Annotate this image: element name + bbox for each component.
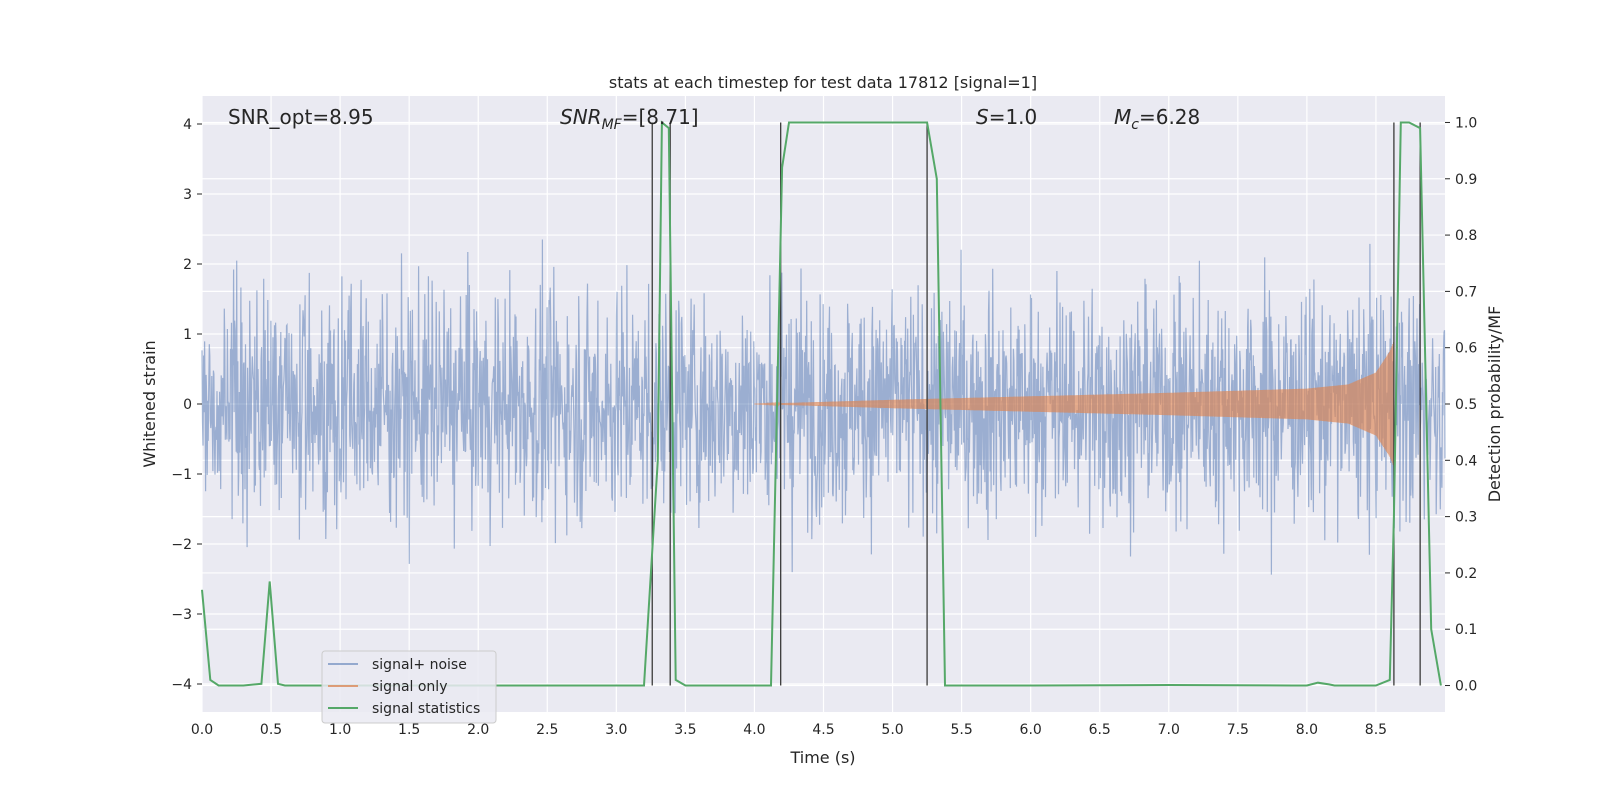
x-tick-label: 4.0 bbox=[743, 722, 765, 738]
x-tick-label: 0.0 bbox=[191, 722, 213, 738]
x-tick-label: 2.0 bbox=[467, 722, 489, 738]
y-tick-label: 1 bbox=[183, 327, 192, 343]
series-signal-statistics bbox=[201, 120, 1442, 687]
annotation-mc-sub: c bbox=[1131, 117, 1139, 133]
annotation-s-var: S bbox=[976, 105, 989, 129]
x-tick-label: 7.0 bbox=[1158, 722, 1180, 738]
x-tick-label: 0.5 bbox=[260, 722, 282, 738]
y2-tick-label: 0.1 bbox=[1455, 622, 1477, 638]
series-signal-only bbox=[754, 341, 1395, 468]
annotation-snr-mf: SNRMF=[8.71] bbox=[560, 105, 699, 133]
x-axis-label: Time (s) bbox=[789, 748, 855, 767]
y-tick-label: −2 bbox=[171, 537, 192, 553]
y2-axis-label: Detection probability/MF bbox=[1485, 306, 1504, 503]
statistics-line bbox=[201, 120, 1442, 687]
y2-tick-label: 0.7 bbox=[1455, 284, 1477, 300]
y2-tick-label: 0.9 bbox=[1455, 172, 1477, 188]
annotation-snr-mf-value: =[8.71] bbox=[622, 105, 699, 129]
x-tick-label: 1.5 bbox=[398, 722, 420, 738]
x-tick-label: 4.5 bbox=[812, 722, 834, 738]
annotation-s: S=1.0 bbox=[976, 105, 1037, 129]
y-tick-label: −3 bbox=[171, 607, 192, 623]
y2-tick-label: 0.4 bbox=[1455, 453, 1477, 469]
y-tick-label: 3 bbox=[183, 187, 192, 203]
y2-tick-label: 0.3 bbox=[1455, 510, 1477, 526]
x-tick-label: 8.5 bbox=[1365, 722, 1387, 738]
annotation-snr-mf-sub: MF bbox=[602, 117, 623, 133]
x-tick-label: 6.5 bbox=[1089, 722, 1111, 738]
annotation-mc: Mc=6.28 bbox=[1114, 105, 1200, 133]
x-tick-label: 7.5 bbox=[1227, 722, 1249, 738]
y2-tick-label: 0.0 bbox=[1455, 679, 1477, 695]
x-tick-label: 2.5 bbox=[536, 722, 558, 738]
legend-box bbox=[321, 650, 497, 724]
y2-tick-label: 0.6 bbox=[1455, 341, 1477, 357]
y-tick-label: 4 bbox=[183, 117, 192, 133]
x-tick-label: 5.5 bbox=[950, 722, 972, 738]
y2-tick-label: 0.2 bbox=[1455, 566, 1477, 582]
y2-tick-label: 0.5 bbox=[1455, 397, 1477, 413]
x-tick-label: 8.0 bbox=[1296, 722, 1318, 738]
ticks: 0.0 0.5 1.0 1.5 2.0 2.5 3.0 3.5 4.0 4.5 5.0 5.5 6.0 6… bbox=[171, 115, 1477, 738]
chart-title: stats at each timestep for test data 178… bbox=[609, 73, 1037, 92]
x-tick-label: 3.0 bbox=[605, 722, 627, 738]
y-tick-label: 0 bbox=[183, 397, 192, 413]
x-tick-label: 5.0 bbox=[881, 722, 903, 738]
legend: signal+ noise signal only signal statist… bbox=[321, 650, 497, 724]
y-axis-label: Whitened strain bbox=[140, 340, 159, 467]
y-tick-label: 2 bbox=[183, 257, 192, 273]
annotation-mc-base: M bbox=[1114, 105, 1131, 129]
annotation-snr-mf-base: SNR bbox=[560, 105, 602, 129]
y2-tick-label: 0.8 bbox=[1455, 228, 1477, 244]
annotation-s-value: =1.0 bbox=[989, 105, 1038, 129]
chirp-line bbox=[754, 341, 1395, 468]
y2-tick-label: 1.0 bbox=[1455, 115, 1477, 131]
annotation-snr-opt: SNR_opt=8.95 bbox=[228, 105, 374, 129]
x-tick-label: 1.0 bbox=[329, 722, 351, 738]
legend-label-signal-statistics: signal statistics bbox=[372, 701, 480, 717]
y-tick-label: −4 bbox=[171, 677, 192, 693]
y-tick-label: −1 bbox=[171, 467, 192, 483]
legend-label-signal-noise: signal+ noise bbox=[372, 657, 467, 673]
x-tick-label: 3.5 bbox=[674, 722, 696, 738]
annotation-mc-value: =6.28 bbox=[1139, 105, 1200, 129]
x-tick-label: 6.0 bbox=[1020, 722, 1042, 738]
legend-label-signal-only: signal only bbox=[372, 679, 447, 695]
